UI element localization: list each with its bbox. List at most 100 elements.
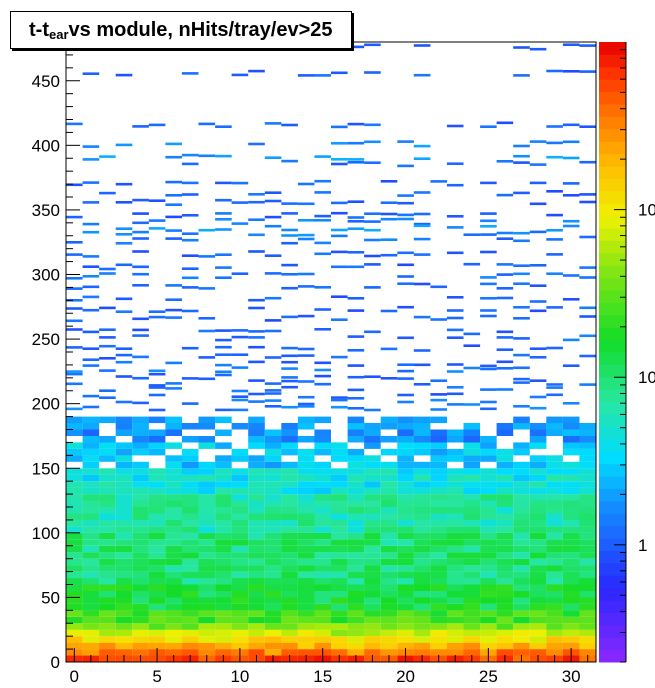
heatmap-cell [546, 629, 563, 637]
heatmap-cell [297, 494, 315, 501]
heatmap-cell [364, 330, 381, 334]
heatmap-cell [264, 389, 282, 392]
heatmap-cell [430, 487, 447, 495]
heatmap-cell [480, 219, 497, 223]
heatmap-cell [546, 597, 563, 604]
heatmap-cell [99, 507, 116, 514]
heatmap-cell [413, 429, 431, 436]
heatmap-cell [347, 474, 365, 482]
heatmap-cell [198, 487, 216, 495]
heatmap-cell [430, 318, 447, 321]
heatmap-cell [66, 455, 83, 462]
heatmap-cell [99, 416, 116, 424]
heatmap-cell [215, 461, 232, 469]
heatmap-cell [115, 623, 133, 630]
heatmap-cell [562, 565, 580, 572]
heatmap-cell [430, 532, 447, 540]
heatmap-cell [380, 558, 398, 566]
heatmap-cell [463, 461, 481, 469]
colorbar-segment [599, 426, 626, 440]
heatmap-cell [546, 468, 563, 475]
heatmap-cell [264, 642, 282, 650]
heatmap-cell [165, 423, 182, 430]
heatmap-cell [446, 386, 464, 389]
heatmap-cell [181, 238, 199, 242]
heatmap-cell [331, 610, 348, 617]
heatmap-cell [413, 237, 431, 241]
heatmap-cell [99, 436, 116, 443]
heatmap-cell [413, 349, 431, 352]
heatmap-cell [579, 616, 596, 624]
heatmap-cell [446, 162, 464, 165]
heatmap-cell [562, 507, 580, 514]
heatmap-cell [446, 539, 464, 546]
heatmap-cell [546, 519, 563, 527]
heatmap-cell [165, 229, 182, 232]
heatmap-cell [579, 200, 596, 204]
heatmap-cell [562, 610, 580, 617]
heatmap-cell [231, 578, 249, 585]
heatmap-cell [314, 361, 331, 365]
heatmap-cell [115, 47, 133, 51]
heatmap-cell [413, 436, 431, 443]
y-tick-label: 300 [32, 266, 60, 285]
heatmap-cell [115, 507, 133, 514]
heatmap-cell [215, 603, 232, 611]
heatmap-cell [99, 526, 116, 533]
heatmap-cell [99, 369, 116, 372]
heatmap-cell [480, 436, 497, 443]
heatmap-cell [579, 354, 596, 358]
heatmap-cell [480, 578, 497, 585]
heatmap-cell [215, 487, 232, 495]
heatmap-cell [529, 429, 547, 436]
heatmap-cell [248, 193, 265, 196]
heatmap-cell [463, 442, 481, 449]
heatmap-cell [397, 369, 414, 373]
heatmap-cell [115, 423, 133, 430]
heatmap-cell [546, 229, 563, 232]
heatmap-cell [331, 565, 348, 572]
heatmap-cell [347, 642, 365, 650]
heatmap-cell [446, 494, 464, 501]
heatmap-cell [529, 163, 547, 166]
heatmap-cell [546, 526, 563, 533]
heatmap-cell [397, 436, 414, 443]
heatmap-cell [248, 461, 265, 469]
heatmap-cell [562, 513, 580, 520]
heatmap-cell [496, 616, 514, 624]
heatmap-cell [446, 571, 464, 579]
heatmap-cell [231, 610, 249, 617]
heatmap-cell [82, 636, 100, 643]
heatmap-cell [165, 455, 182, 462]
heatmap-cell [248, 532, 265, 540]
heatmap-cell [579, 70, 596, 73]
heatmap-cell [413, 442, 431, 449]
heatmap-cell [446, 468, 464, 475]
heatmap-cell [115, 494, 133, 501]
heatmap-cell [115, 263, 133, 267]
heatmap-cell [248, 578, 265, 585]
heatmap-cell [281, 571, 298, 579]
heatmap-cell [99, 494, 116, 501]
heatmap-cell [562, 429, 580, 436]
heatmap-cell [546, 272, 563, 275]
heatmap-cell [562, 461, 580, 469]
heatmap-cell [82, 295, 100, 299]
heatmap-cell [115, 519, 133, 527]
heatmap-cell [181, 532, 199, 540]
heatmap-cell [264, 578, 282, 585]
heatmap-cell [480, 526, 497, 533]
heatmap-cell [413, 649, 431, 656]
heatmap-cell [264, 468, 282, 475]
heatmap-cell [579, 584, 596, 591]
heatmap-cell [480, 507, 497, 514]
heatmap-cell [314, 558, 331, 566]
heatmap-cell [446, 363, 464, 366]
heatmap-cell [546, 386, 563, 389]
heatmap-cell [562, 364, 580, 367]
heatmap-cell [297, 507, 315, 514]
heatmap-cell [297, 423, 315, 430]
heatmap-cell [364, 597, 381, 604]
heatmap-cell [446, 183, 464, 187]
heatmap-cell [231, 565, 249, 572]
